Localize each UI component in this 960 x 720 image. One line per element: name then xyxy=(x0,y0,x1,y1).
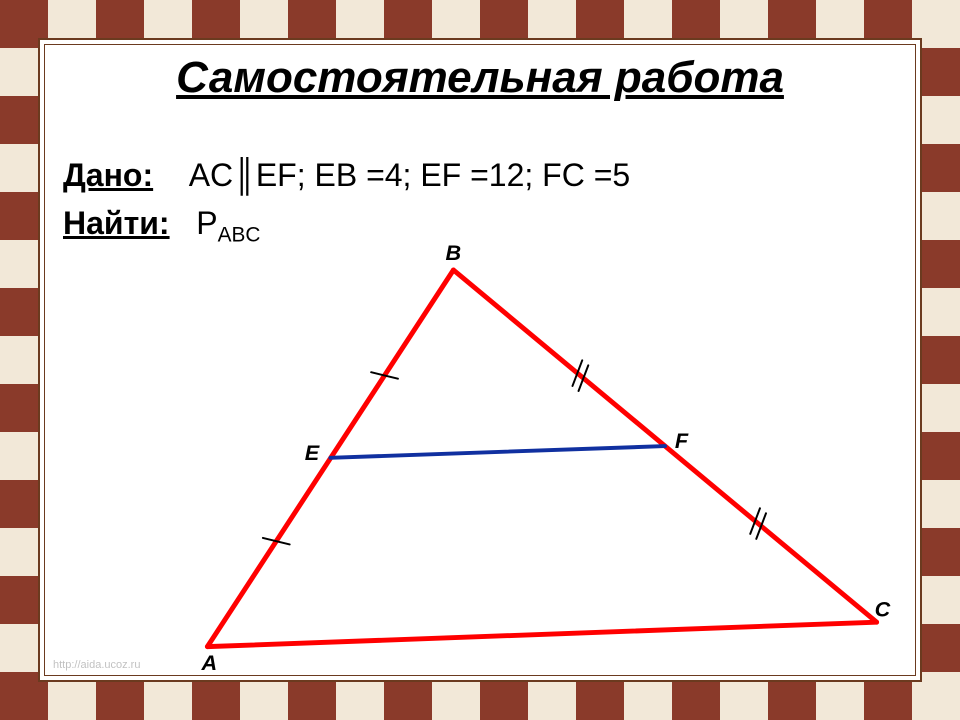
svg-text:F: F xyxy=(675,428,689,453)
svg-text:C: C xyxy=(875,596,891,621)
triangle-diagram: A B C E F xyxy=(45,45,915,675)
svg-text:A: A xyxy=(200,650,217,675)
content-panel-inner: Самостоятельная работа Дано: AC║EF; EB =… xyxy=(44,44,916,676)
svg-text:E: E xyxy=(305,440,320,465)
watermark: http://aida.ucoz.ru xyxy=(53,659,140,671)
svg-text:B: B xyxy=(446,240,462,265)
content-panel: Самостоятельная работа Дано: AC║EF; EB =… xyxy=(38,38,922,682)
slide-root: Самостоятельная работа Дано: AC║EF; EB =… xyxy=(0,0,960,720)
